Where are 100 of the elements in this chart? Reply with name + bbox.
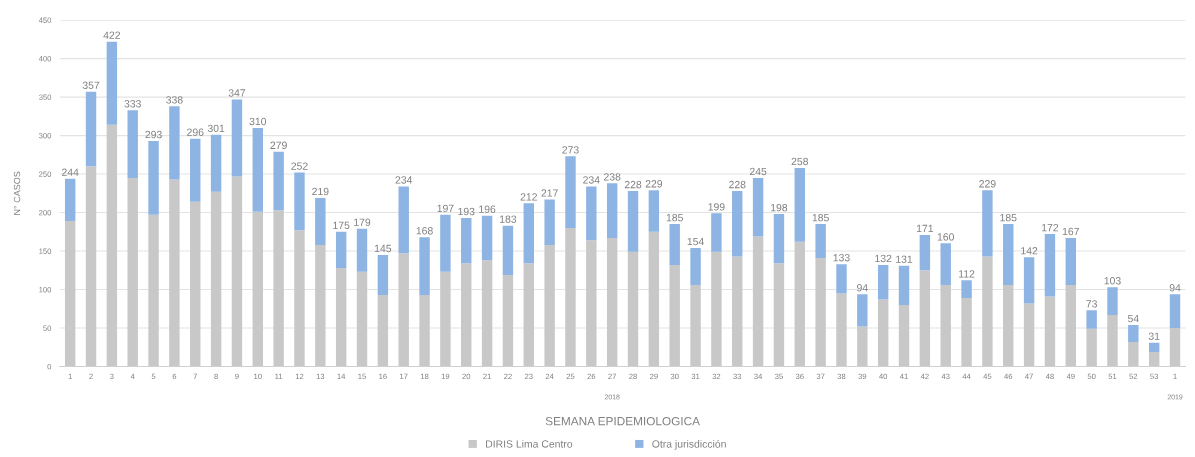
total-label: 310 bbox=[249, 117, 267, 126]
bar bbox=[690, 247, 701, 285]
bar bbox=[64, 178, 76, 222]
total-label: 197 bbox=[437, 204, 454, 213]
bar bbox=[982, 190, 993, 257]
bar bbox=[523, 203, 534, 264]
total-label: 131 bbox=[896, 255, 913, 263]
bar bbox=[252, 127, 263, 212]
total-label: 103 bbox=[1104, 277, 1121, 285]
bar bbox=[752, 177, 764, 237]
bar bbox=[294, 172, 305, 231]
total-label: 234 bbox=[395, 176, 413, 184]
total-label: 145 bbox=[374, 244, 392, 253]
total-label: 234 bbox=[583, 176, 600, 184]
total-label: 333 bbox=[124, 100, 141, 108]
bar bbox=[1148, 342, 1160, 352]
bar bbox=[898, 265, 910, 305]
bar bbox=[586, 186, 597, 241]
total-label: 238 bbox=[604, 173, 621, 181]
bar bbox=[711, 213, 722, 252]
bar bbox=[857, 294, 868, 327]
total-label: 133 bbox=[833, 254, 850, 262]
total-label: 198 bbox=[771, 203, 788, 212]
total-label: 196 bbox=[479, 205, 496, 213]
total-label: 273 bbox=[562, 146, 579, 154]
total-label: 296 bbox=[187, 128, 204, 136]
total-label: 212 bbox=[520, 193, 537, 201]
bar bbox=[377, 254, 389, 295]
total-label: 31 bbox=[1148, 332, 1160, 340]
total-label: 160 bbox=[937, 233, 954, 241]
total-label: 193 bbox=[458, 207, 475, 216]
total-label: 279 bbox=[270, 141, 287, 149]
bar bbox=[461, 217, 472, 264]
total-label: 172 bbox=[1042, 223, 1059, 232]
total-label: 171 bbox=[916, 224, 934, 233]
total-label: 338 bbox=[166, 96, 183, 104]
total-label: 132 bbox=[875, 254, 892, 263]
bar bbox=[481, 215, 493, 261]
bar bbox=[1128, 324, 1139, 342]
bar bbox=[1107, 287, 1118, 315]
total-label: 357 bbox=[82, 81, 100, 89]
bar bbox=[419, 237, 430, 295]
bar bbox=[627, 191, 639, 252]
bar bbox=[106, 41, 118, 125]
total-label: 217 bbox=[541, 189, 558, 197]
total-label: 422 bbox=[103, 31, 121, 39]
bar bbox=[961, 280, 972, 298]
bar bbox=[877, 264, 889, 300]
total-label: 154 bbox=[687, 237, 704, 246]
total-label: 301 bbox=[207, 124, 225, 133]
bar bbox=[1169, 294, 1181, 329]
bar bbox=[565, 156, 576, 228]
total-label: 142 bbox=[1021, 247, 1038, 255]
bar bbox=[919, 234, 931, 271]
bar bbox=[85, 91, 97, 167]
bar bbox=[190, 138, 201, 202]
bar bbox=[940, 243, 951, 285]
total-label: 293 bbox=[145, 130, 162, 139]
total-label: 185 bbox=[812, 213, 829, 222]
bar bbox=[148, 140, 159, 215]
total-label: 175 bbox=[333, 221, 350, 230]
total-label: 185 bbox=[1000, 213, 1017, 222]
bar bbox=[231, 99, 243, 177]
total-label: 245 bbox=[749, 167, 767, 176]
bar bbox=[794, 167, 805, 242]
total-label: 229 bbox=[645, 180, 663, 188]
bar bbox=[544, 199, 555, 245]
total-label: 112 bbox=[959, 270, 975, 278]
x-axis-title: SEMANA EPIDEMIOLOGICA bbox=[545, 417, 700, 426]
total-label: 183 bbox=[500, 215, 517, 223]
total-label: 94 bbox=[1169, 284, 1181, 292]
bar bbox=[669, 224, 680, 265]
bar bbox=[398, 186, 409, 254]
total-label: 228 bbox=[729, 180, 746, 189]
total-label: 244 bbox=[62, 168, 79, 176]
total-label: 228 bbox=[624, 180, 642, 189]
total-label: 347 bbox=[228, 89, 246, 97]
total-label: 199 bbox=[708, 203, 725, 211]
bar bbox=[440, 214, 451, 272]
total-label: 168 bbox=[416, 227, 433, 235]
y-axis-title: N° CASOS bbox=[13, 171, 21, 215]
total-label: 229 bbox=[979, 180, 996, 188]
total-label: 54 bbox=[1127, 314, 1139, 323]
bar bbox=[1086, 310, 1097, 329]
legend-label: DIRIS Lima Centro bbox=[486, 440, 573, 448]
bar bbox=[773, 214, 785, 264]
legend-label: Otra jurisdicción bbox=[652, 439, 726, 450]
bar bbox=[1023, 257, 1035, 304]
total-label: 185 bbox=[666, 213, 683, 222]
bar bbox=[732, 191, 743, 257]
bar bbox=[127, 110, 138, 178]
bar bbox=[606, 183, 618, 238]
total-label: 219 bbox=[312, 187, 329, 196]
bar bbox=[648, 190, 660, 232]
bar bbox=[356, 228, 368, 272]
bar bbox=[1044, 234, 1056, 297]
bar bbox=[1003, 224, 1014, 285]
bar bbox=[210, 134, 222, 192]
bar bbox=[502, 225, 514, 275]
total-label: 167 bbox=[1062, 227, 1079, 236]
